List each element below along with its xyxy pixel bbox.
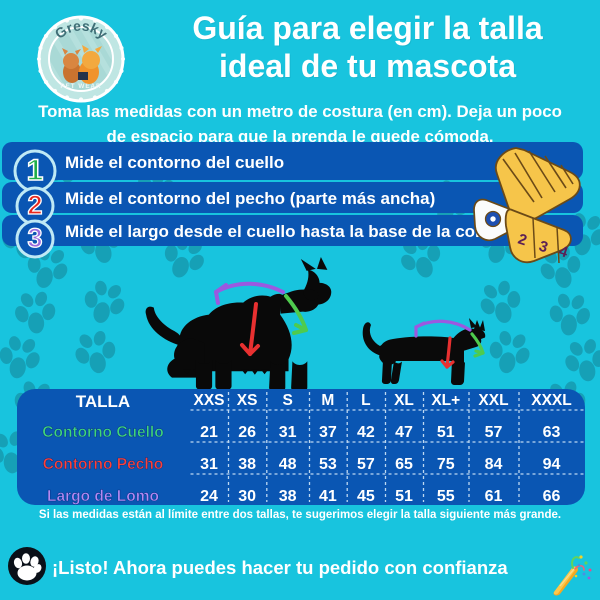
svg-text:3: 3 — [27, 223, 42, 253]
svg-text:1: 1 — [27, 154, 44, 187]
svg-text:PET WEAR: PET WEAR — [60, 83, 101, 90]
